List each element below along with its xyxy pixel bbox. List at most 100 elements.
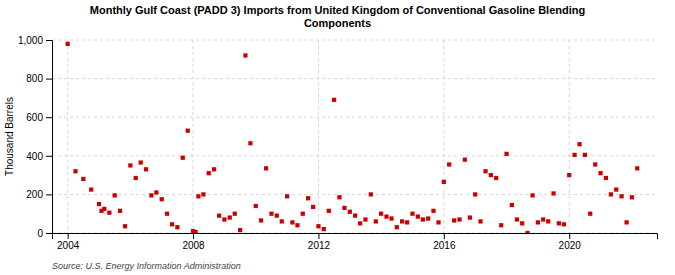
point [562, 222, 566, 226]
y-tick: 800 [26, 73, 52, 84]
point [322, 227, 326, 231]
point [572, 153, 576, 157]
y-grid-line [52, 117, 657, 118]
point [536, 220, 540, 224]
x-grid-line [443, 40, 444, 233]
point [233, 212, 237, 216]
point [139, 160, 143, 164]
point [557, 221, 561, 225]
x-tick: 2008 [182, 233, 205, 251]
point [144, 167, 148, 171]
point [259, 218, 263, 222]
y-tick: 1,000 [18, 35, 52, 46]
x-axis: 20042008201220162020 [53, 233, 658, 251]
point [619, 194, 623, 198]
point [504, 152, 508, 156]
point [468, 215, 472, 219]
x-tick-mark [68, 233, 69, 239]
point [593, 162, 597, 166]
y-tick-mark [46, 194, 52, 195]
point [457, 217, 461, 221]
point [217, 214, 221, 218]
point [73, 169, 77, 173]
point [442, 180, 446, 184]
point [165, 212, 169, 216]
x-tick-label: 2012 [308, 240, 331, 251]
point [483, 169, 487, 173]
point [186, 129, 190, 133]
point [389, 216, 393, 220]
point [379, 212, 383, 216]
x-tick-mark [318, 233, 319, 239]
point [113, 193, 117, 197]
point [614, 187, 618, 191]
point [499, 223, 503, 227]
y-grid-line [52, 194, 657, 195]
point [358, 221, 362, 225]
point [421, 217, 425, 221]
point [118, 209, 122, 213]
point [374, 219, 378, 223]
point [154, 190, 158, 194]
point [515, 217, 519, 221]
point [222, 217, 226, 221]
title-line: Components [304, 17, 371, 29]
point [128, 163, 132, 167]
point [89, 187, 93, 191]
point [405, 220, 409, 224]
point [243, 53, 247, 57]
point [426, 216, 430, 220]
point [342, 206, 346, 210]
point [577, 142, 581, 146]
point [400, 219, 404, 223]
y-tick-mark [46, 117, 52, 118]
y-tick: 400 [26, 151, 52, 162]
x-tick-mark [444, 233, 445, 239]
point [212, 167, 216, 171]
point [285, 194, 289, 198]
point [248, 141, 252, 145]
point [97, 202, 101, 206]
y-tick-label: 1,000 [18, 35, 43, 46]
y-axis: 0 200 400 600 800 1,000 [18, 35, 53, 239]
point [447, 162, 451, 166]
point [254, 204, 258, 208]
y-tick-mark [46, 156, 52, 157]
x-grid-line [193, 40, 194, 233]
point [598, 171, 602, 175]
x-tick-label: 2008 [182, 240, 205, 251]
y-tick-mark [46, 233, 52, 234]
y-grid-line [52, 78, 657, 79]
point [463, 158, 467, 162]
point [452, 218, 456, 222]
y-tick-mark [46, 40, 52, 41]
y-tick: 200 [26, 189, 52, 200]
point [160, 197, 164, 201]
point [384, 214, 388, 218]
point [175, 225, 179, 229]
point [609, 192, 613, 196]
point [295, 223, 299, 227]
point [327, 209, 331, 213]
x-grid-line [67, 40, 68, 233]
y-axis-title: Thousand Barrels [4, 97, 15, 176]
point [238, 228, 242, 232]
point [107, 211, 111, 215]
point [567, 173, 571, 177]
point [369, 192, 373, 196]
title-line: Monthly Gulf Coast (PADD 3) Imports from… [90, 4, 585, 16]
y-tick: 0 [37, 228, 52, 239]
x-grid-line [569, 40, 570, 233]
point [624, 220, 628, 224]
point [170, 222, 174, 226]
point [635, 166, 639, 170]
point [196, 194, 200, 198]
y-tick: 600 [26, 112, 52, 123]
grid [52, 40, 657, 233]
point [431, 209, 435, 213]
y-tick-label: 800 [26, 73, 43, 84]
point [436, 220, 440, 224]
point [316, 224, 320, 228]
x-tick: 2020 [559, 233, 582, 251]
point [588, 212, 592, 216]
